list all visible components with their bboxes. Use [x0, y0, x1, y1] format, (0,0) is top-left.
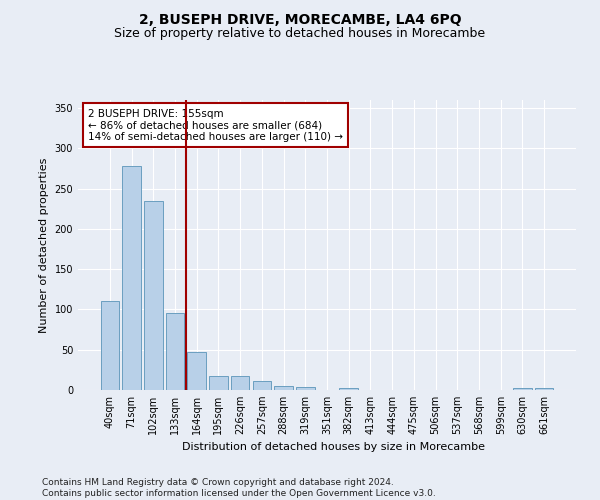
Bar	[144, 200, 163, 390]
Bar	[513, 388, 532, 390]
Bar	[209, 376, 227, 390]
Bar	[296, 387, 314, 390]
Text: Contains HM Land Registry data © Crown copyright and database right 2024.
Contai: Contains HM Land Registry data © Crown c…	[42, 478, 436, 498]
Bar	[101, 302, 119, 390]
Text: Distribution of detached houses by size in Morecambe: Distribution of detached houses by size …	[182, 442, 485, 452]
Bar	[166, 312, 184, 390]
Text: 2 BUSEPH DRIVE: 155sqm
← 86% of detached houses are smaller (684)
14% of semi-de: 2 BUSEPH DRIVE: 155sqm ← 86% of detached…	[88, 108, 343, 142]
Bar	[535, 388, 553, 390]
Text: Size of property relative to detached houses in Morecambe: Size of property relative to detached ho…	[115, 28, 485, 40]
Bar	[253, 381, 271, 390]
Bar	[187, 352, 206, 390]
Bar	[231, 376, 250, 390]
Bar	[340, 388, 358, 390]
Bar	[274, 386, 293, 390]
Bar	[122, 166, 141, 390]
Text: 2, BUSEPH DRIVE, MORECAMBE, LA4 6PQ: 2, BUSEPH DRIVE, MORECAMBE, LA4 6PQ	[139, 12, 461, 26]
Y-axis label: Number of detached properties: Number of detached properties	[39, 158, 49, 332]
